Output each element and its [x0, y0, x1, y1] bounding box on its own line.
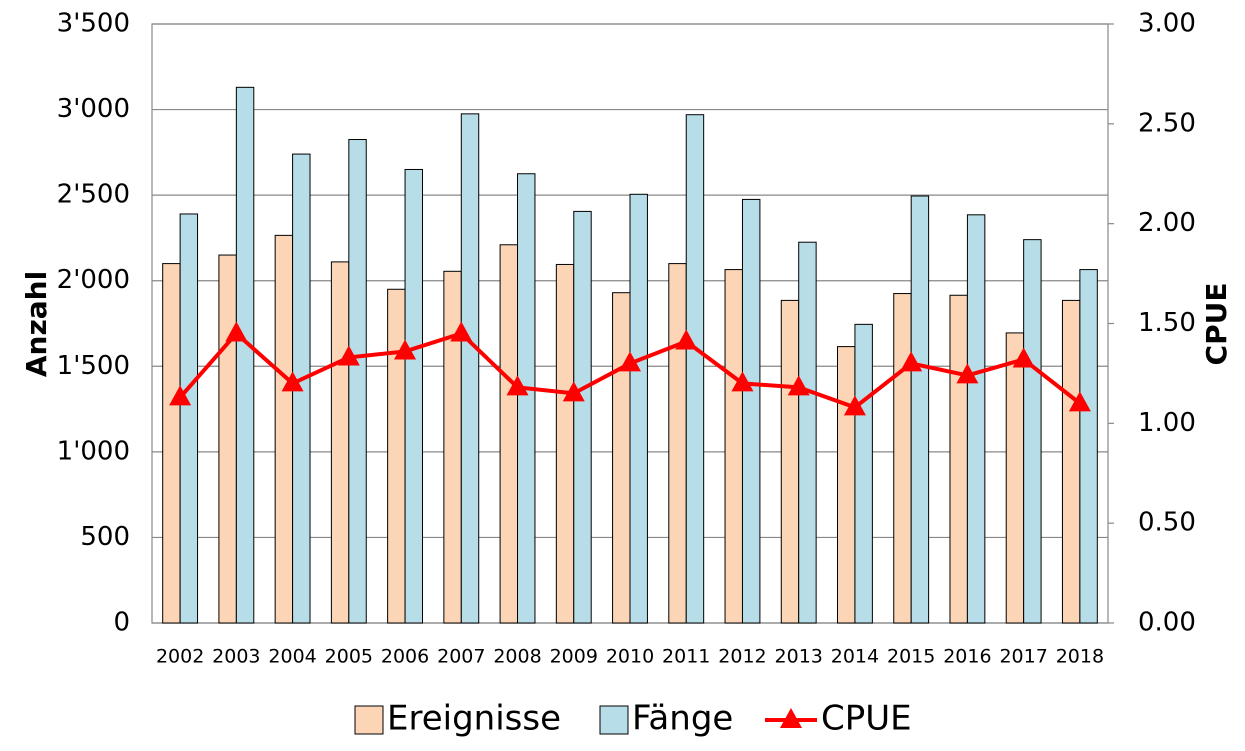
bar — [612, 292, 631, 624]
y-tick-label: 1'500 — [57, 351, 130, 381]
y2-tick-label: 0.00 — [1138, 608, 1196, 638]
cpue-marker — [506, 375, 529, 396]
legend-swatch — [599, 705, 629, 735]
bar — [854, 323, 873, 624]
y-tick-label: 1'000 — [57, 436, 130, 466]
bar — [910, 195, 930, 624]
x-tick-label: 2014 — [831, 646, 879, 668]
x-tick-label: 2016 — [943, 646, 991, 668]
cpue-marker — [1068, 391, 1091, 412]
legend-label: Ereignisse — [387, 699, 561, 739]
bar — [443, 270, 462, 624]
y-tick-label: 3'500 — [57, 9, 130, 39]
cpue-marker — [450, 321, 473, 342]
cpue-marker — [731, 371, 754, 392]
bar — [555, 263, 575, 624]
y-tick-label: 500 — [80, 522, 130, 552]
x-tick-label: 2008 — [493, 646, 541, 668]
bar — [1023, 239, 1042, 624]
y-tick-label: 2'500 — [57, 180, 130, 210]
bar — [218, 254, 237, 624]
y2-axis-title: CPUE — [1200, 283, 1233, 366]
bar — [499, 244, 519, 624]
bar — [949, 294, 968, 624]
x-tick-label: 2011 — [662, 646, 710, 668]
y2-tick-label: 2.50 — [1138, 108, 1196, 138]
bar — [629, 193, 648, 624]
bar — [235, 86, 255, 624]
bar — [1005, 332, 1025, 624]
cpue-marker — [787, 375, 810, 396]
legend-label: Fänge — [632, 699, 733, 739]
y2-tick-label: 2.00 — [1138, 208, 1196, 238]
bar — [668, 263, 687, 624]
bar — [387, 288, 406, 624]
bar — [162, 263, 181, 624]
cpue-marker — [394, 339, 417, 360]
x-tick-label: 2010 — [606, 646, 654, 668]
bar — [348, 139, 367, 624]
bar — [741, 198, 761, 624]
y2-tick-label: 0.50 — [1138, 508, 1196, 538]
cpue-marker — [281, 371, 304, 392]
x-tick-label: 2003 — [212, 646, 260, 668]
x-tick-label: 2018 — [1056, 646, 1104, 668]
bar — [724, 269, 743, 624]
bar — [179, 213, 199, 624]
bar — [893, 293, 912, 624]
y-tick-label: 2'000 — [57, 265, 130, 295]
legend-swatch — [354, 705, 384, 735]
bar — [780, 299, 800, 624]
cpue-marker — [956, 363, 979, 384]
legend-marker — [780, 708, 802, 728]
x-tick-label: 2006 — [381, 646, 429, 668]
cpue-marker — [900, 351, 923, 372]
x-tick-label: 2013 — [775, 646, 823, 668]
bar — [330, 261, 350, 624]
cpue-marker — [1012, 347, 1035, 368]
bar — [460, 113, 480, 624]
cpue-marker — [675, 329, 698, 350]
y-axis-title: Anzahl — [20, 271, 53, 377]
bar — [837, 346, 856, 624]
x-tick-label: 2002 — [156, 646, 204, 668]
x-tick-label: 2005 — [325, 646, 373, 668]
cpue-marker — [337, 345, 360, 366]
x-tick-label: 2012 — [718, 646, 766, 668]
cpue-marker — [169, 385, 192, 406]
y2-tick-label: 3.00 — [1138, 9, 1196, 39]
cpue-marker — [843, 395, 866, 416]
x-tick-label: 2017 — [999, 646, 1047, 668]
cpue-marker — [562, 381, 585, 402]
cpue-marker — [619, 351, 641, 372]
bar — [685, 114, 705, 624]
bar — [573, 210, 592, 624]
x-tick-label: 2007 — [437, 646, 485, 668]
bar — [798, 241, 817, 624]
y-tick-label: 3'000 — [57, 94, 130, 124]
legend-label: CPUE — [821, 699, 912, 739]
bar — [404, 168, 423, 624]
y2-tick-label: 1.00 — [1138, 408, 1196, 438]
y-tick-label: 0 — [113, 608, 130, 638]
x-tick-label: 2004 — [268, 646, 316, 668]
bar — [1079, 269, 1098, 624]
bar — [274, 234, 294, 624]
bar — [1061, 299, 1081, 624]
y2-tick-label: 1.50 — [1138, 308, 1196, 338]
bar — [966, 214, 986, 624]
bar — [517, 173, 536, 624]
x-tick-label: 2009 — [550, 646, 598, 668]
cpue-marker — [225, 321, 248, 342]
x-tick-label: 2015 — [887, 646, 935, 668]
